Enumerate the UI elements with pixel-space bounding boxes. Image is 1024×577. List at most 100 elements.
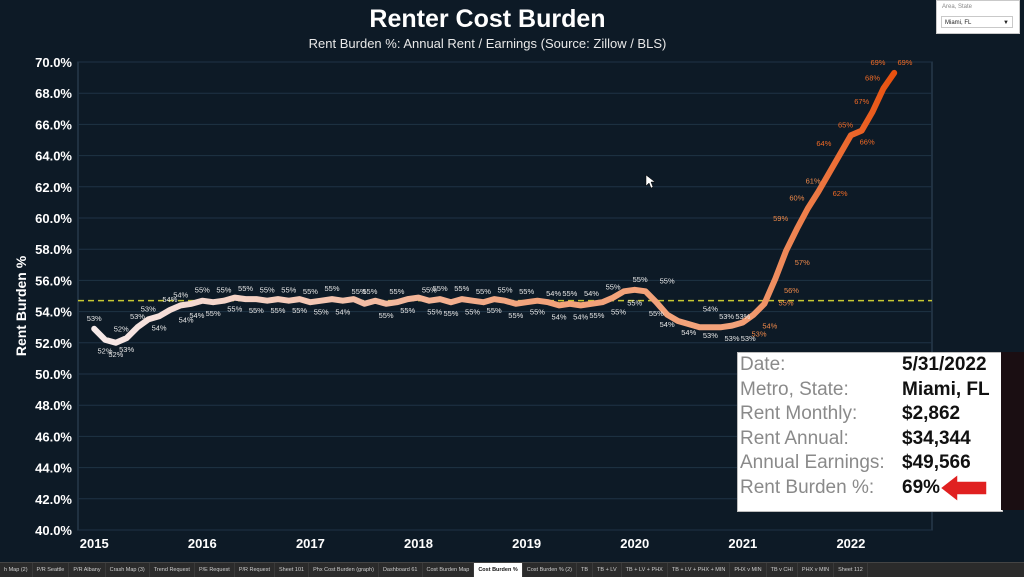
x-tick-label: 2017 — [296, 536, 325, 551]
x-tick-label: 2015 — [80, 536, 109, 551]
data-label: 55% — [497, 286, 512, 295]
data-label: 52% — [98, 347, 113, 356]
tooltip-value: Miami, FL — [902, 378, 990, 400]
x-tick-label: 2016 — [188, 536, 217, 551]
data-label: 55% — [508, 311, 523, 320]
data-label: 55% — [633, 275, 648, 284]
tooltip-value: $49,566 — [902, 452, 971, 474]
sheet-tab[interactable]: PHX v MIN — [730, 563, 767, 577]
area-state-dropdown[interactable]: Miami, FL ▼ — [941, 16, 1013, 28]
y-tick-label: 64.0% — [35, 149, 72, 164]
data-label: 69% — [897, 58, 912, 67]
sheet-tab[interactable]: PHX v MIN — [798, 563, 835, 577]
data-label: 53% — [130, 312, 145, 321]
data-label: 54% — [546, 289, 561, 298]
line-chart[interactable]: 40.0% 42.0% 44.0% 46.0% 48.0% 50.0% 52.0% 54.0%… — [0, 0, 1024, 562]
sheet-tab[interactable]: Dashboard 61 — [379, 563, 423, 577]
red-arrow-icon — [938, 472, 988, 504]
sheet-tab[interactable]: Sheet 112 — [834, 563, 868, 577]
tooltip-label: Metro, State: — [740, 378, 849, 400]
filter-value: Miami, FL — [945, 20, 972, 26]
data-label: 55% — [238, 284, 253, 293]
data-label: 54% — [189, 311, 204, 320]
data-label: 54% — [762, 322, 777, 331]
sheet-tab[interactable]: TB + LV — [593, 563, 622, 577]
data-label: 55% — [303, 287, 318, 296]
data-label: 54% — [681, 328, 696, 337]
data-label: 55% — [427, 308, 442, 317]
data-label: 55% — [454, 284, 469, 293]
sheet-tab[interactable]: Crash Map (3) — [106, 563, 150, 577]
sheet-tab[interactable]: P/R Seattle — [33, 563, 70, 577]
tooltip-value: $34,344 — [902, 427, 971, 449]
data-label: 54% — [552, 312, 567, 321]
sheet-tab[interactable]: Cost Burden % — [474, 563, 523, 577]
data-label: 55% — [400, 306, 415, 315]
tooltip-row-rent-annual: Rent Annual: $34,344 — [738, 427, 1002, 452]
sheet-tab-bar: h Map (2) P/R Seattle P/R Albany Crash Map … — [0, 562, 1024, 577]
sheet-tab[interactable]: h Map (2) — [0, 563, 33, 577]
tooltip-row-date: Date: 5/31/2022 — [738, 353, 1002, 378]
data-label: 53% — [735, 312, 750, 321]
data-label: 55% — [260, 286, 275, 295]
sheet-tab[interactable]: Cost Burden % (2) — [523, 563, 577, 577]
data-label: 60% — [789, 194, 804, 203]
data-label: 53% — [141, 304, 156, 313]
sheet-tab[interactable]: TB — [577, 563, 594, 577]
tooltip-value: 5/31/2022 — [902, 354, 987, 375]
sheet-tab[interactable]: Trend Request — [150, 563, 195, 577]
tooltip-value: $2,862 — [902, 403, 961, 425]
sheet-tab[interactable]: TB v CHI — [767, 563, 798, 577]
tooltip-label: Rent Annual: — [740, 427, 849, 449]
data-label: 54% — [179, 315, 194, 324]
data-label: 55% — [352, 287, 367, 296]
data-label: 53% — [725, 334, 740, 343]
data-label: 55% — [443, 309, 458, 318]
sheet-tab[interactable]: TB + LV + PHX + MIN — [668, 563, 731, 577]
data-label: 55% — [611, 308, 626, 317]
sheet-tab[interactable]: TB + LV + PHX — [622, 563, 668, 577]
y-tick-label: 40.0% — [35, 523, 72, 538]
data-label: 53% — [87, 314, 102, 323]
tooltip-row-annual-earnings: Annual Earnings: $49,566 — [738, 451, 1002, 476]
data-label: 54% — [335, 308, 350, 317]
data-label: 54% — [584, 289, 599, 298]
data-label: 53% — [703, 331, 718, 340]
data-label: 54% — [152, 323, 167, 332]
x-tick-label: 2019 — [512, 536, 541, 551]
side-decoration — [1001, 352, 1024, 510]
sheet-tab[interactable]: Sheet 101 — [275, 563, 310, 577]
sheet-tab[interactable]: Cost Burden Map — [423, 563, 475, 577]
data-label: 55% — [216, 286, 231, 295]
data-label: 61% — [806, 176, 821, 185]
data-label: 55% — [206, 309, 221, 318]
data-label: 55% — [649, 309, 664, 318]
y-tick-label: 68.0% — [35, 86, 72, 101]
data-label: 52% — [108, 350, 123, 359]
sheet-tab[interactable]: P/R Albany — [69, 563, 106, 577]
x-tick-label: 2021 — [728, 536, 757, 551]
data-label: 64% — [816, 139, 831, 148]
data-label: 55% — [249, 306, 264, 315]
data-label: 66% — [860, 138, 875, 147]
data-label: 69% — [870, 58, 885, 67]
y-tick-label: 48.0% — [35, 398, 72, 413]
chevron-down-icon[interactable]: ▼ — [1003, 20, 1009, 26]
tooltip-label: Rent Burden %: — [740, 476, 875, 498]
data-label: 55% — [314, 308, 329, 317]
sheet-tab[interactable]: P/E Request — [195, 563, 235, 577]
data-label: 65% — [838, 120, 853, 129]
y-tick-label: 46.0% — [35, 429, 72, 444]
y-tick-label: 56.0% — [35, 273, 72, 288]
data-label: 55% — [476, 287, 491, 296]
data-label: 55% — [519, 287, 534, 296]
data-label: 55% — [379, 311, 394, 320]
data-label: 53% — [119, 345, 134, 354]
series-line[interactable] — [91, 69, 898, 346]
sheet-tab[interactable]: P/R Request — [235, 563, 276, 577]
tooltip-row-rent-monthly: Rent Monthly: $2,862 — [738, 402, 1002, 427]
filter-label: Area, State — [942, 4, 973, 10]
data-label: 55% — [530, 308, 545, 317]
sheet-tab[interactable]: Phx Cost Burden (graph) — [309, 563, 379, 577]
